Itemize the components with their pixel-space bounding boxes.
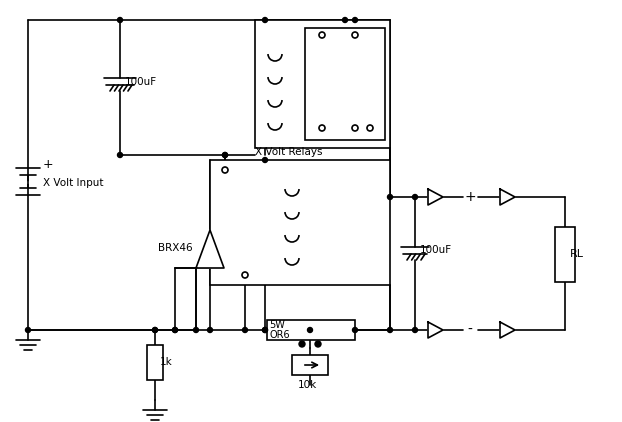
Circle shape (319, 32, 325, 38)
Circle shape (223, 152, 228, 157)
Bar (147, 345, 163, 380)
Polygon shape (428, 189, 443, 205)
Circle shape (118, 152, 123, 157)
Text: X Volt Input: X Volt Input (43, 178, 103, 188)
Polygon shape (500, 189, 515, 205)
Bar (255, 20, 390, 148)
Circle shape (412, 195, 417, 200)
Bar (210, 160, 390, 285)
Bar (555, 227, 575, 282)
Circle shape (412, 327, 417, 333)
Circle shape (343, 17, 348, 22)
Polygon shape (500, 322, 515, 338)
Circle shape (352, 32, 358, 38)
Circle shape (353, 327, 358, 333)
Text: X Volt Relays: X Volt Relays (255, 147, 322, 157)
Text: -: - (468, 323, 473, 337)
Text: BRX46: BRX46 (158, 243, 193, 253)
Text: 1k: 1k (160, 357, 173, 367)
Circle shape (193, 327, 198, 333)
Circle shape (262, 327, 267, 333)
Text: 10k: 10k (298, 380, 317, 390)
Circle shape (307, 327, 312, 333)
Text: 100uF: 100uF (125, 77, 157, 87)
Polygon shape (428, 322, 443, 338)
Circle shape (299, 341, 305, 347)
Circle shape (26, 327, 30, 333)
Bar (292, 355, 328, 375)
Circle shape (319, 125, 325, 131)
Circle shape (353, 17, 358, 22)
Circle shape (243, 327, 248, 333)
Circle shape (208, 327, 213, 333)
Bar (305, 28, 385, 140)
Circle shape (315, 341, 321, 347)
Circle shape (242, 272, 248, 278)
Circle shape (118, 17, 123, 22)
Text: +: + (43, 157, 53, 170)
Text: RL: RL (570, 249, 584, 259)
Circle shape (172, 327, 177, 333)
Text: 5W: 5W (269, 320, 285, 330)
Circle shape (262, 17, 267, 22)
Circle shape (367, 125, 373, 131)
Circle shape (223, 152, 228, 157)
Circle shape (222, 167, 228, 173)
Circle shape (352, 125, 358, 131)
Circle shape (262, 157, 267, 162)
Circle shape (262, 327, 267, 333)
Circle shape (152, 327, 157, 333)
Circle shape (152, 327, 157, 333)
Bar (267, 320, 355, 340)
Circle shape (388, 195, 392, 200)
Circle shape (172, 327, 177, 333)
Text: OR6: OR6 (269, 330, 290, 340)
Text: +: + (464, 190, 476, 204)
Text: 100uF: 100uF (420, 245, 452, 255)
Circle shape (388, 327, 392, 333)
Polygon shape (196, 230, 224, 268)
